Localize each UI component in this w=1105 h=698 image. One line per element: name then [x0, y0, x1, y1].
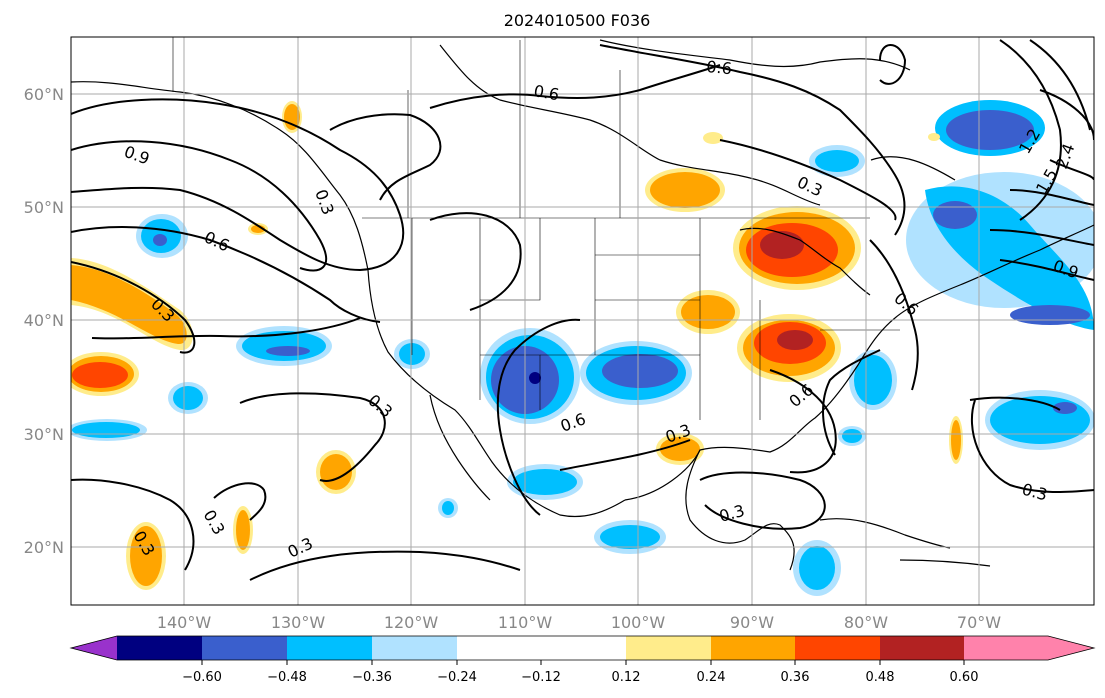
figure-title: 2024010500 F036	[504, 11, 651, 30]
map-area	[71, 37, 1094, 605]
lat-label: 40°N	[24, 311, 64, 330]
colorbar-segment	[541, 636, 626, 660]
colorbar-tick-label: −0.24	[437, 670, 477, 685]
colorbar-extend-high	[964, 636, 1094, 660]
colorbar-outline	[69, 635, 1096, 661]
colorbar-tick-label: −0.48	[267, 670, 307, 685]
lon-label: 130°W	[271, 613, 326, 632]
colorbar-segment	[117, 636, 202, 660]
map-frame	[70, 36, 1095, 606]
colorbar-tick-label: −0.36	[352, 670, 392, 685]
state-borders	[172, 37, 900, 420]
colorbar-segment	[202, 636, 287, 660]
lon-label: 70°W	[957, 613, 1001, 632]
colorbar-tick-label: 0.24	[697, 670, 726, 685]
lon-label: 140°W	[157, 613, 212, 632]
shaded-anomalies	[71, 100, 1094, 596]
latitude-labels: 60°N 50°N 40°N 30°N 20°N	[24, 85, 64, 557]
colorbar-segment	[287, 636, 372, 660]
colorbar: −0.60 −0.48 −0.36 −0.24 −0.12 0.12 0.24 …	[69, 635, 1096, 685]
longitude-labels: 140°W 130°W 120°W 110°W 100°W 90°W 80°W …	[157, 613, 1001, 632]
lon-label: 110°W	[498, 613, 553, 632]
lat-label: 20°N	[24, 538, 64, 557]
colorbar-segment	[372, 636, 457, 660]
lon-label: 100°W	[611, 613, 666, 632]
colorbar-tick-label: −0.60	[182, 670, 222, 685]
lon-label: 120°W	[384, 613, 439, 632]
lon-label: 80°W	[844, 613, 888, 632]
colorbar-tick-label: −0.12	[521, 670, 561, 685]
colorbar-extend-low	[71, 636, 117, 660]
colorbar-segment	[795, 636, 880, 660]
colorbar-segment	[626, 636, 711, 660]
contour-label: 0.6	[532, 81, 560, 104]
colorbar-tick-label: 0.36	[781, 670, 810, 685]
lat-label: 50°N	[24, 198, 64, 217]
colorbar-segment	[711, 636, 795, 660]
colorbar-segment	[457, 636, 541, 660]
colorbar-tick-label: 0.12	[612, 670, 641, 685]
lon-label: 90°W	[730, 613, 774, 632]
contours	[71, 39, 1094, 581]
contour-label: 0.6	[706, 57, 733, 78]
lat-label: 30°N	[24, 425, 64, 444]
graticule	[71, 37, 1094, 605]
colorbar-segment	[880, 636, 964, 660]
lat-label: 60°N	[24, 85, 64, 104]
colorbar-tick-label: 0.60	[950, 670, 979, 685]
colorbar-tick-label: 0.48	[866, 670, 895, 685]
